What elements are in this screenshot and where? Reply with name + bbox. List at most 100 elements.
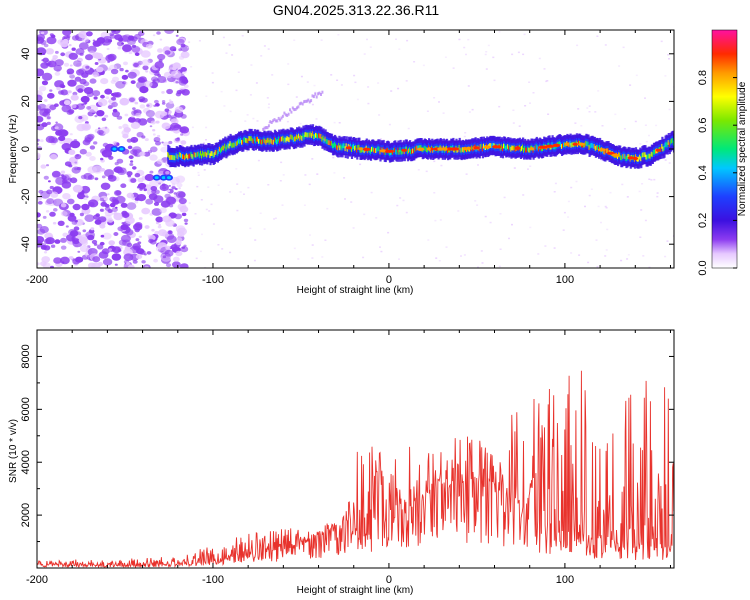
noise-blob (60, 170, 66, 174)
speckle (200, 199, 203, 201)
speckle (463, 254, 466, 256)
noise-blob (68, 52, 79, 60)
speckle (311, 244, 314, 246)
snr-ticks: -200 -100 0 100 2000 4000 6000 8000 (20, 329, 674, 586)
noise-blob (140, 50, 151, 58)
noise-blob (180, 140, 187, 145)
noise-blob (157, 74, 162, 77)
speckle (492, 56, 495, 59)
noise-blob (37, 94, 43, 102)
noise-blob (115, 195, 126, 204)
noise-blob (111, 93, 115, 96)
branch-mark (273, 118, 276, 122)
speckle (195, 257, 198, 260)
speckle (511, 223, 513, 226)
noise-blob (153, 258, 159, 263)
speckle (309, 234, 311, 236)
ytick-label: 0 (20, 146, 32, 152)
noise-blob (150, 120, 156, 125)
speckle (332, 156, 335, 159)
noise-blob (141, 135, 146, 139)
noise-blob (81, 36, 89, 43)
speckle (287, 83, 290, 86)
noise-blob (111, 253, 122, 261)
noise-blob (176, 182, 183, 188)
noise-blob (117, 249, 122, 252)
noise-blob (37, 228, 46, 235)
branch-mark (317, 92, 320, 96)
speckle (604, 205, 607, 208)
branch-mark (312, 95, 315, 99)
speckle (498, 265, 501, 268)
speckle (648, 266, 651, 268)
speckle (402, 199, 405, 202)
speckle (434, 219, 437, 222)
noise-blob (135, 112, 142, 118)
speckle (614, 113, 617, 116)
speckle (201, 233, 203, 236)
xtick-label: 100 (556, 274, 574, 286)
ridge-hotspot (655, 148, 661, 152)
noise-blob (115, 80, 126, 89)
ridge-hotspot (564, 142, 570, 146)
speckle (605, 207, 608, 209)
noise-blob (166, 88, 174, 95)
speckle (656, 192, 659, 194)
noise-blob (178, 55, 185, 60)
speckle (528, 81, 531, 83)
branch-mark (290, 110, 293, 114)
speckle (236, 183, 239, 185)
speckle (638, 190, 641, 193)
speckle (191, 126, 194, 129)
snr-frame (36, 329, 675, 569)
ytick-label: -40 (20, 236, 32, 252)
speckle (467, 38, 470, 41)
noise-blob (67, 79, 77, 87)
noise-blob (54, 239, 61, 244)
speckle (280, 161, 283, 164)
noise-blob (61, 174, 70, 181)
speckle (211, 72, 214, 74)
noise-blob (46, 198, 54, 205)
noise-blob (83, 81, 90, 87)
speckle (413, 61, 416, 63)
speckle (433, 97, 436, 99)
speckle (604, 255, 607, 257)
ridge-hotspot (611, 153, 620, 157)
spectrogram-xlabel: Height of straight line (km) (297, 285, 414, 296)
noise-blob (37, 116, 44, 123)
noise-blob (82, 229, 87, 233)
noise-blob (116, 142, 120, 145)
speckle (237, 71, 240, 73)
noise-blob (102, 258, 113, 266)
speckle (259, 212, 262, 214)
speckle (273, 218, 276, 220)
speckle (584, 205, 586, 208)
noise-blob (50, 244, 56, 248)
branch-mark (304, 99, 307, 103)
noise-blob (108, 240, 115, 246)
speckle (626, 258, 629, 260)
noise-blob (83, 196, 88, 201)
noise-blob (71, 104, 77, 109)
speckle (588, 111, 591, 113)
noise-blob (109, 196, 116, 202)
speckle (203, 169, 206, 171)
ridge-core (534, 145, 537, 151)
noise-blob (155, 216, 164, 223)
left-blob-core (112, 147, 117, 151)
noise-blob (56, 86, 61, 91)
speckle (498, 105, 501, 108)
branch-mark (280, 116, 283, 120)
noise-blob (152, 133, 156, 136)
noise-blob (165, 245, 171, 250)
ridge-core (233, 142, 236, 148)
noise-blob (67, 90, 72, 94)
noise-blob (167, 230, 173, 235)
noise-blob (141, 260, 146, 264)
left-blob-core (161, 176, 166, 180)
noise-blob (62, 179, 68, 184)
noise-blob (134, 153, 138, 156)
speckle (623, 128, 626, 130)
speckle (498, 31, 501, 33)
